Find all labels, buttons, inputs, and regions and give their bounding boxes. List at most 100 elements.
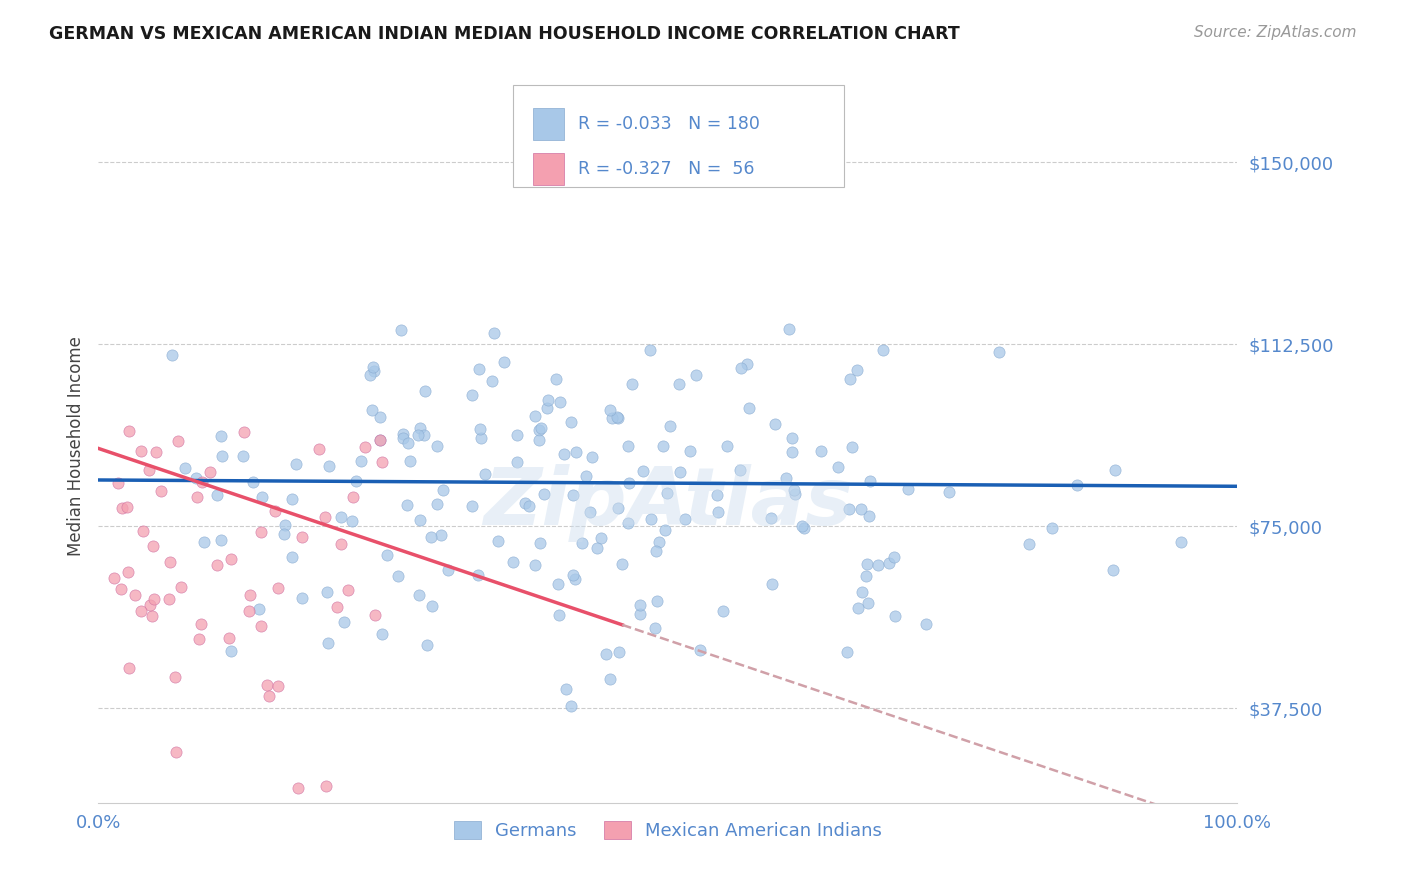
Point — [259, 689, 281, 703]
Point — [759, 511, 782, 525]
Point — [129, 604, 152, 618]
Point — [416, 638, 439, 652]
Point — [142, 592, 165, 607]
Point — [461, 499, 484, 513]
Point — [599, 673, 621, 687]
Point — [170, 580, 193, 594]
Point — [166, 745, 188, 759]
Point — [308, 442, 330, 456]
Point — [266, 679, 288, 693]
Point — [285, 457, 308, 471]
Point — [287, 780, 309, 795]
Point — [837, 645, 859, 659]
Point — [706, 488, 728, 502]
Point — [560, 415, 582, 429]
Text: GERMAN VS MEXICAN AMERICAN INDIAN MEDIAN HOUSEHOLD INCOME CORRELATION CHART: GERMAN VS MEXICAN AMERICAN INDIAN MEDIAN… — [49, 25, 960, 43]
Point — [668, 376, 690, 391]
Point — [523, 409, 546, 423]
Point — [737, 401, 759, 415]
Point — [361, 403, 384, 417]
Point — [673, 512, 696, 526]
Point — [368, 433, 391, 447]
Point — [527, 423, 550, 437]
Point — [370, 409, 392, 424]
Point — [141, 608, 163, 623]
Point — [247, 602, 270, 616]
Point — [349, 453, 371, 467]
Point — [238, 604, 260, 618]
Point — [110, 582, 132, 596]
Point — [273, 517, 295, 532]
Point — [132, 524, 155, 539]
Point — [193, 535, 215, 549]
Point — [728, 462, 751, 476]
Point — [408, 427, 430, 442]
Point — [482, 326, 505, 340]
Point — [1018, 537, 1040, 551]
Point — [685, 368, 707, 382]
Point — [1102, 563, 1125, 577]
Point — [562, 488, 585, 502]
Point — [124, 588, 146, 602]
Text: R = -0.033   N = 180: R = -0.033 N = 180 — [578, 115, 759, 133]
Point — [606, 410, 628, 425]
Point — [716, 439, 738, 453]
Point — [763, 417, 786, 432]
Point — [273, 527, 295, 541]
Point — [399, 453, 422, 467]
Point — [793, 521, 815, 535]
Point — [186, 490, 208, 504]
Point — [775, 470, 797, 484]
Point — [659, 419, 682, 434]
Point — [619, 476, 641, 491]
Point — [548, 395, 571, 409]
Point — [492, 355, 515, 369]
Point — [145, 445, 167, 459]
Point — [426, 497, 449, 511]
Point — [231, 449, 253, 463]
Point — [315, 779, 337, 793]
Point — [340, 514, 363, 528]
Point — [200, 466, 222, 480]
Point — [290, 530, 312, 544]
Point — [249, 619, 271, 633]
Point — [827, 459, 849, 474]
Point — [315, 585, 337, 599]
Point — [409, 513, 432, 527]
Point — [581, 450, 603, 464]
Point — [157, 591, 180, 606]
Point — [396, 435, 419, 450]
Point — [218, 631, 240, 645]
Point — [117, 566, 139, 580]
Point — [481, 374, 503, 388]
Point — [778, 322, 800, 336]
Point — [560, 698, 582, 713]
Point — [783, 486, 806, 500]
Point — [142, 540, 165, 554]
Point — [877, 557, 900, 571]
Point — [474, 467, 496, 481]
Point — [291, 591, 314, 606]
Point — [470, 431, 492, 445]
Point — [219, 644, 242, 658]
Point — [129, 443, 152, 458]
Point — [118, 424, 141, 438]
Text: ZipAtlas: ZipAtlas — [482, 464, 853, 542]
Point — [783, 483, 806, 498]
Point — [859, 475, 882, 489]
Point — [897, 482, 920, 496]
Point — [264, 504, 287, 518]
Point — [391, 431, 413, 445]
Point — [599, 402, 621, 417]
Point — [103, 571, 125, 585]
Point — [517, 499, 540, 513]
Point — [735, 357, 758, 371]
Point — [468, 361, 491, 376]
Point — [363, 364, 385, 378]
Point — [342, 490, 364, 504]
Legend: Germans, Mexican American Indians: Germans, Mexican American Indians — [446, 814, 890, 847]
Point — [524, 558, 547, 572]
Point — [250, 490, 273, 504]
Point — [849, 501, 872, 516]
Point — [1170, 535, 1192, 549]
